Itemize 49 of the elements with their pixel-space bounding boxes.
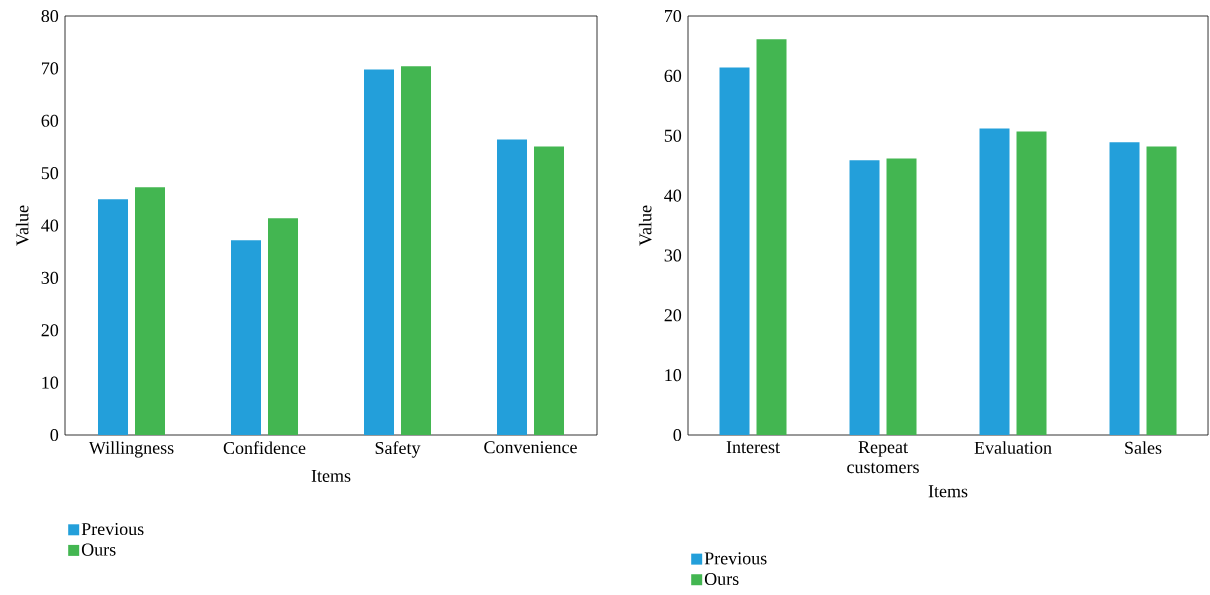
legend-label: Previous — [704, 552, 767, 565]
bar — [719, 67, 750, 436]
y-tick-label: 50 — [664, 129, 682, 142]
y-tick-label: 80 — [41, 9, 59, 23]
bar — [979, 128, 1010, 436]
y-tick-label: 0 — [50, 428, 59, 442]
x-tick-label: Convenience — [484, 441, 577, 454]
bar — [231, 240, 261, 435]
x-tick-label: Evaluation — [974, 441, 1052, 454]
y-tick-label: 60 — [41, 114, 59, 127]
y-axis-title: Value — [638, 205, 652, 246]
bar — [268, 218, 298, 435]
y-tick-label: 40 — [664, 189, 682, 202]
y-tick-label: 60 — [664, 69, 682, 82]
bar — [1016, 131, 1047, 436]
x-tick-label: Repeat customers — [847, 441, 919, 474]
x-axis-title: Items — [928, 485, 968, 498]
y-tick-label: 10 — [665, 369, 682, 382]
legend-label: Ours — [81, 543, 116, 556]
bar — [886, 158, 917, 436]
y-tick-label: 20 — [41, 324, 59, 337]
y-tick-label: 20 — [664, 309, 682, 322]
legend-label: Previous — [81, 522, 144, 536]
legend-label: Ours — [704, 572, 739, 586]
y-tick-label: 50 — [41, 167, 59, 180]
y-tick-label: 30 — [664, 249, 682, 262]
x-tick-label: Sales — [1125, 441, 1162, 454]
y-tick-label: 30 — [41, 271, 59, 284]
y-tick-label: 70 — [41, 62, 59, 75]
y-tick-label: 0 — [673, 428, 682, 442]
y-tick-label: 40 — [41, 219, 59, 232]
x-axis-title: Items — [311, 469, 351, 482]
y-tick-label: 10 — [42, 376, 59, 389]
bar — [401, 66, 431, 435]
bar — [534, 146, 564, 435]
x-tick-label: Interest — [726, 441, 780, 454]
bar — [849, 160, 880, 436]
bar — [1146, 146, 1177, 436]
bar — [497, 139, 527, 435]
bar — [1109, 142, 1140, 436]
bar — [756, 39, 787, 436]
bar — [135, 187, 165, 435]
x-tick-label: Willingness — [88, 441, 174, 458]
y-axis-title: Value — [15, 205, 29, 246]
y-tick-label: 70 — [665, 9, 682, 23]
bar — [364, 69, 394, 435]
bar — [98, 199, 128, 435]
x-tick-label: Confidence — [223, 441, 306, 455]
x-tick-label: Safety — [375, 441, 421, 458]
